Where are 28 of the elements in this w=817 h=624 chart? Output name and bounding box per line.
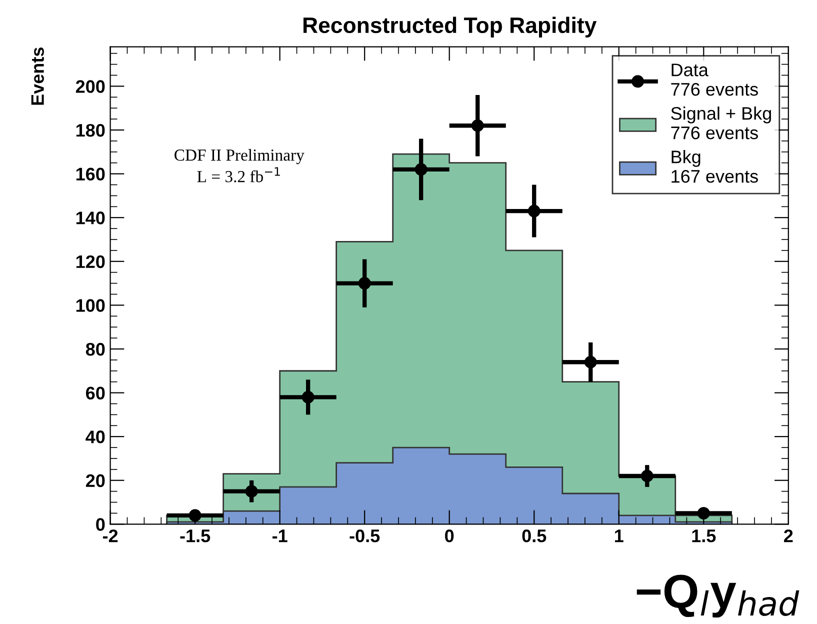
y-tick-label: 80 bbox=[86, 342, 105, 356]
annotation: L = 3.2 fb$^{−1}$ bbox=[197, 167, 280, 182]
x-tick-label: -2 bbox=[102, 530, 118, 542]
x-tick-label: -1 bbox=[272, 530, 288, 542]
y-tick-label: 140 bbox=[76, 212, 105, 224]
y-tick-label: 40 bbox=[86, 430, 105, 444]
legend-label: Signal + Bkg 776 events bbox=[671, 106, 771, 140]
x-tick-label: 0 bbox=[445, 530, 454, 542]
y-tick-label: 120 bbox=[76, 255, 105, 268]
y-tick-label: 200 bbox=[76, 80, 105, 93]
chart-title: Reconstructed Top Rapidity bbox=[304, 16, 597, 38]
y-tick-label: 160 bbox=[76, 168, 105, 181]
y-tick-label: 20 bbox=[86, 474, 105, 488]
y-axis-title: Events bbox=[31, 48, 44, 105]
x-axis-title: −Q$_{l}$y$_{had}$ bbox=[636, 574, 800, 618]
x-tick-label: -1.5 bbox=[180, 530, 210, 542]
x-tick-label: 2 bbox=[784, 530, 793, 542]
x-tick-label: -0.5 bbox=[350, 530, 380, 542]
annotation: CDF II Preliminary bbox=[174, 149, 304, 164]
x-tick-label: 1 bbox=[614, 530, 624, 542]
y-tick-label: 0 bbox=[96, 518, 105, 531]
legend-label: Bkg 167 events bbox=[672, 150, 758, 183]
legend-label: Data 776 events bbox=[671, 64, 758, 96]
x-tick-label: 1.5 bbox=[692, 530, 716, 542]
y-tick-label: 60 bbox=[86, 386, 105, 400]
x-tick-label: 0.5 bbox=[522, 530, 546, 542]
y-tick-label: 180 bbox=[76, 124, 105, 137]
y-tick-label: 100 bbox=[76, 299, 105, 312]
